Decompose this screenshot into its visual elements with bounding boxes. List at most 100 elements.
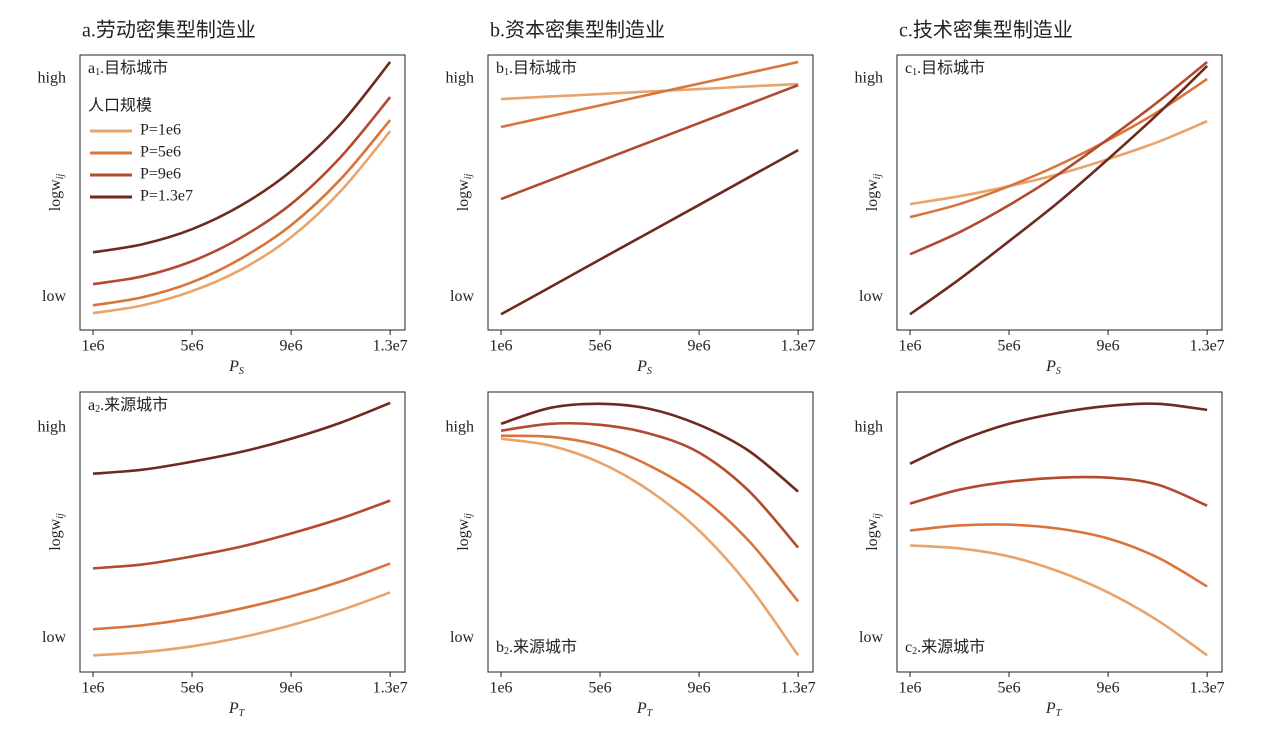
series-line (92, 61, 392, 254)
plot-frame (896, 391, 1223, 673)
plot-frame (79, 54, 406, 331)
y-axis-label-sub: ij (463, 513, 474, 519)
y-tick-label: low (42, 629, 66, 646)
series-line (909, 60, 1208, 256)
y-tick-label: high (855, 418, 883, 435)
x-axis-label-sub: T (239, 708, 246, 719)
series-line (92, 401, 391, 475)
y-tick-label: high (446, 418, 474, 435)
series-line (500, 83, 799, 201)
y-axis-label-main: logw (455, 179, 472, 211)
x-axis-label-sub: S (647, 366, 652, 377)
series-line (500, 402, 799, 493)
panel-label: a2.来源城市 (88, 396, 168, 416)
series-line (909, 544, 1208, 657)
series-line (92, 130, 392, 315)
x-tick-label: 9e6 (280, 338, 303, 355)
y-axis-label: logwij (47, 174, 67, 212)
x-tick-label: 1e6 (81, 680, 104, 697)
panel-title: a.劳动密集型制造业 (82, 19, 256, 42)
x-tick-label: 1.3e7 (1190, 680, 1225, 697)
legend-label: P=1e6 (140, 122, 181, 139)
plot-frame (79, 391, 406, 673)
panel-label: a1.目标城市 (88, 59, 168, 79)
panel-title: b.资本密集型制造业 (490, 19, 665, 42)
series-line (909, 475, 1208, 507)
y-axis-label-sub: ij (463, 174, 474, 180)
y-tick-label: high (38, 418, 66, 435)
series-line (92, 96, 392, 286)
x-axis-label: PT (636, 700, 654, 720)
panel-label-rest: .目标城市 (917, 59, 985, 77)
x-axis-label: PT (1045, 700, 1063, 720)
plot-frame (487, 54, 814, 331)
x-tick-label: 1.3e7 (373, 680, 408, 697)
legend-label: P=9e6 (140, 166, 181, 183)
x-axis-label-main: P (1045, 358, 1056, 375)
panel-label-sub: 1 (912, 67, 917, 78)
x-tick-label: 9e6 (1097, 338, 1120, 355)
x-axis-label: PS (636, 358, 652, 378)
x-axis-label: PS (1045, 358, 1061, 378)
panel-label-sub: 1 (504, 67, 509, 78)
y-axis-label: logwij (47, 513, 67, 551)
series-line (909, 64, 1209, 316)
series-line (92, 562, 391, 631)
panel-label-main: a (88, 397, 95, 414)
panel-label-main: c (905, 60, 912, 77)
x-tick-label: 5e6 (588, 680, 611, 697)
x-tick-label: 9e6 (688, 338, 711, 355)
panel-label-main: a (88, 60, 95, 77)
y-tick-label: low (42, 288, 66, 305)
y-tick-label: low (859, 288, 883, 305)
panel-label-main: b (496, 60, 504, 77)
panel-label: b2.来源城市 (496, 638, 577, 658)
y-axis-label-sub: ij (872, 174, 883, 180)
panel-label-sub: 2 (912, 646, 917, 657)
panel-label: c1.目标城市 (905, 59, 985, 79)
panel-label-sub: 1 (95, 67, 100, 78)
y-axis-label-main: logw (47, 518, 64, 550)
legend-label: P=5e6 (140, 144, 181, 161)
x-axis-label-main: P (1045, 700, 1056, 717)
y-axis-label: logwij (455, 174, 475, 212)
y-axis-label: logwij (864, 174, 884, 212)
x-axis-label: PS (228, 358, 244, 378)
panel-label: b1.目标城市 (496, 59, 577, 79)
plot-frame (896, 54, 1223, 331)
panel-label-rest: .目标城市 (100, 59, 168, 77)
x-axis-label-sub: S (239, 366, 244, 377)
x-tick-label: 5e6 (180, 338, 203, 355)
plot-frame (487, 391, 814, 673)
y-axis-label-sub: ij (872, 513, 883, 519)
x-tick-label: 9e6 (280, 680, 303, 697)
y-axis-label-main: logw (455, 518, 472, 550)
x-axis-label-main: P (636, 358, 647, 375)
series-line (500, 437, 800, 657)
x-tick-label: 1e6 (489, 338, 512, 355)
panel-label-main: c (905, 639, 912, 656)
series-line (500, 434, 800, 603)
x-tick-label: 1.3e7 (781, 338, 816, 355)
legend: 人口规模 P=1e6 P=5e6 P=9e6 P=1.3e7 (88, 97, 193, 205)
x-tick-label: 1.3e7 (373, 338, 408, 355)
x-tick-label: 5e6 (180, 680, 203, 697)
x-tick-label: 1e6 (898, 680, 921, 697)
x-axis-label-main: P (228, 358, 239, 375)
x-tick-label: 5e6 (588, 338, 611, 355)
x-tick-label: 1e6 (81, 338, 104, 355)
x-tick-label: 1.3e7 (1190, 338, 1225, 355)
panel-label-rest: .目标城市 (509, 59, 577, 77)
x-tick-label: 1e6 (489, 680, 512, 697)
y-tick-label: high (446, 70, 474, 87)
x-tick-label: 1.3e7 (781, 680, 816, 697)
y-tick-label: low (450, 288, 474, 305)
series-line (92, 499, 391, 570)
y-tick-label: high (855, 70, 883, 87)
